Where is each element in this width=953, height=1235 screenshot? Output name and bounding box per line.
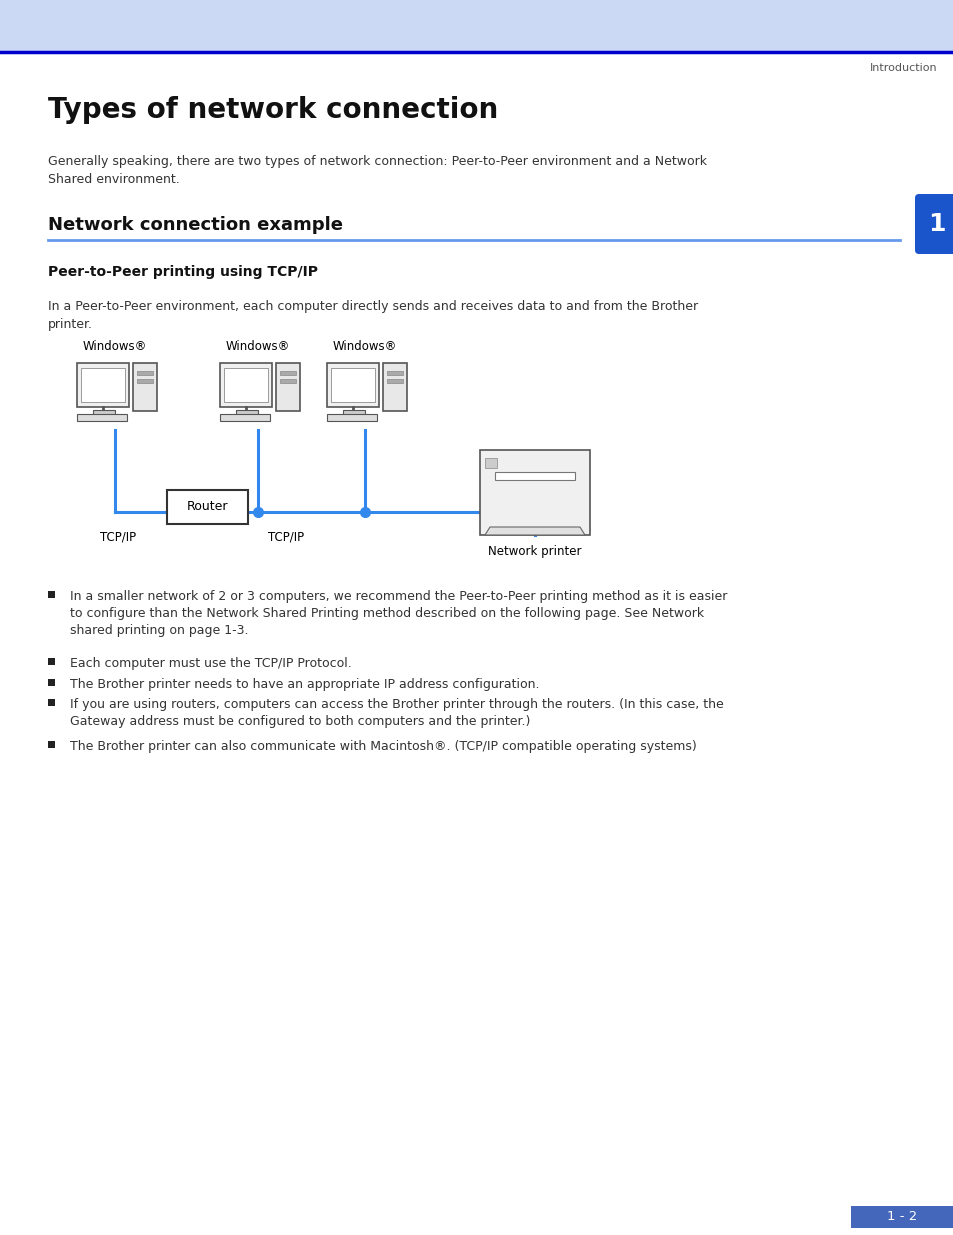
Bar: [331, 368, 375, 403]
Bar: [327, 363, 378, 408]
Text: TCP/IP: TCP/IP: [268, 530, 304, 543]
Polygon shape: [479, 450, 589, 535]
Bar: [484, 458, 497, 468]
Bar: [48, 741, 55, 748]
Polygon shape: [484, 527, 584, 535]
Bar: [387, 379, 402, 383]
Text: If you are using routers, computers can access the Brother printer through the r: If you are using routers, computers can …: [70, 698, 723, 727]
Bar: [387, 370, 402, 375]
Bar: [92, 410, 115, 415]
Text: Windows®: Windows®: [83, 340, 147, 353]
Text: Network printer: Network printer: [488, 545, 581, 558]
Bar: [167, 490, 248, 524]
Bar: [132, 363, 157, 411]
Bar: [850, 1207, 953, 1228]
Bar: [137, 379, 152, 383]
Bar: [48, 592, 55, 598]
Text: Router: Router: [187, 500, 228, 514]
Text: TCP/IP: TCP/IP: [100, 530, 136, 543]
Text: Introduction: Introduction: [869, 63, 937, 73]
Text: Peer-to-Peer printing using TCP/IP: Peer-to-Peer printing using TCP/IP: [48, 266, 317, 279]
Text: The Brother printer needs to have an appropriate IP address configuration.: The Brother printer needs to have an app…: [70, 678, 539, 692]
Bar: [327, 414, 376, 421]
FancyBboxPatch shape: [914, 194, 953, 254]
Text: In a Peer-to-Peer environment, each computer directly sends and receives data to: In a Peer-to-Peer environment, each comp…: [48, 300, 698, 331]
Text: Network connection example: Network connection example: [48, 216, 343, 233]
Bar: [220, 363, 272, 408]
Text: Windows®: Windows®: [226, 340, 290, 353]
Text: Windows®: Windows®: [333, 340, 396, 353]
Text: Each computer must use the TCP/IP Protocol.: Each computer must use the TCP/IP Protoc…: [70, 657, 352, 671]
Bar: [220, 414, 270, 421]
Bar: [495, 472, 575, 480]
Bar: [48, 699, 55, 706]
Bar: [137, 370, 152, 375]
Text: 1: 1: [926, 212, 944, 236]
Bar: [280, 370, 295, 375]
Bar: [48, 679, 55, 685]
Bar: [382, 363, 407, 411]
Text: Types of network connection: Types of network connection: [48, 96, 497, 124]
Bar: [280, 379, 295, 383]
Bar: [275, 363, 299, 411]
Bar: [343, 410, 365, 415]
Text: In a smaller network of 2 or 3 computers, we recommend the Peer-to-Peer printing: In a smaller network of 2 or 3 computers…: [70, 590, 726, 637]
Bar: [48, 658, 55, 664]
Text: 1 - 2: 1 - 2: [886, 1210, 916, 1224]
Bar: [224, 368, 268, 403]
Bar: [0, 0, 953, 52]
Text: The Brother printer can also communicate with Macintosh®. (TCP/IP compatible ope: The Brother printer can also communicate…: [70, 740, 696, 753]
Bar: [235, 410, 257, 415]
Bar: [77, 414, 127, 421]
Bar: [77, 363, 129, 408]
Text: Generally speaking, there are two types of network connection: Peer-to-Peer envi: Generally speaking, there are two types …: [48, 156, 706, 186]
Bar: [81, 368, 125, 403]
